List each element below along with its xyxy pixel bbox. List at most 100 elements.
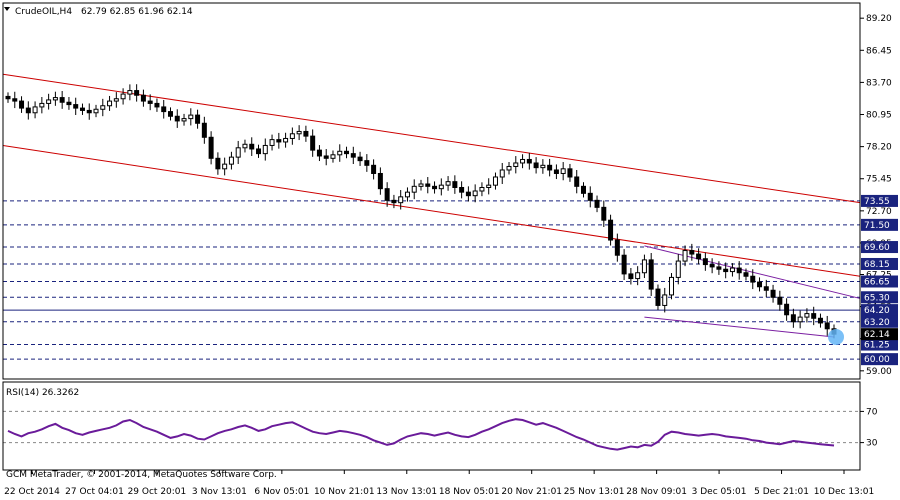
- candle-body: [587, 192, 593, 201]
- candle-body: [337, 150, 343, 156]
- candle-body: [486, 184, 492, 188]
- dropdown-arrow-icon[interactable]: [4, 7, 10, 11]
- candle-body: [249, 143, 255, 150]
- time-tick-label: 27 Oct 04:01: [65, 487, 124, 497]
- candle-body: [675, 260, 681, 278]
- candle-body: [520, 158, 526, 164]
- candle-body: [770, 289, 776, 298]
- level-label-bg: [861, 353, 898, 366]
- price-tick-label: 86.45: [866, 46, 892, 56]
- rsi-panel-frame: [2, 381, 861, 471]
- candle-body: [553, 169, 559, 174]
- candle-body: [100, 105, 106, 110]
- rsi-panel[interactable]: 70 30: [3, 407, 878, 451]
- candle-body: [256, 148, 262, 155]
- candle-body: [418, 183, 424, 187]
- candle-body: [140, 94, 146, 102]
- level-label-bg: [861, 315, 898, 328]
- candle-body: [560, 168, 566, 174]
- candle-body: [310, 135, 316, 151]
- candle-body: [526, 158, 532, 164]
- current-price-bg: [861, 328, 898, 341]
- candle-body: [594, 199, 600, 208]
- time-tick-label: 22 Oct 2014: [4, 487, 60, 497]
- candle-body: [201, 122, 207, 138]
- time-tick-label: 10 Dec 13:01: [814, 487, 875, 497]
- candle-body: [344, 150, 350, 155]
- level-label: 69.60: [864, 243, 890, 253]
- triangle-lower-line: [644, 316, 835, 338]
- candle-body: [465, 191, 471, 197]
- price-tick-label: 83.70: [866, 78, 892, 88]
- level-label: 61.25: [864, 341, 890, 351]
- candle-body: [357, 156, 363, 162]
- rsi-tick-label: 30: [866, 439, 878, 449]
- time-tick-label: 3 Nov 13:01: [192, 487, 247, 497]
- candle-body: [811, 313, 817, 319]
- candle-body: [777, 296, 783, 305]
- rsi-label: RSI(14) 26.3262: [6, 388, 79, 398]
- candle-body: [323, 155, 329, 159]
- price-tick-label: 78.20: [866, 143, 892, 153]
- candle-body: [750, 275, 756, 283]
- copyright-text: GCM MetaTrader, © 2001-2014, MetaQuotes …: [6, 470, 277, 480]
- candle-body: [12, 98, 18, 102]
- candle-body: [736, 267, 742, 274]
- candle-body: [580, 185, 586, 194]
- candle-body: [506, 165, 512, 171]
- candle-body: [757, 281, 763, 288]
- candle-body: [154, 102, 160, 108]
- candle-body: [242, 143, 248, 149]
- candle-body: [120, 93, 126, 100]
- candle-body: [127, 90, 133, 95]
- candle-body: [411, 185, 417, 193]
- time-tick-label: 3 Dec 05:01: [692, 487, 747, 497]
- candle-body: [648, 259, 654, 290]
- rsi-tick-label: 70: [866, 407, 878, 417]
- candle-body: [689, 250, 695, 255]
- candle-body: [404, 191, 410, 198]
- triangle-upper-line: [644, 245, 861, 299]
- candle-body: [479, 186, 485, 192]
- candle-body: [398, 196, 404, 204]
- candle-body: [438, 184, 444, 190]
- time-tick-label: 25 Nov 13:01: [564, 487, 625, 497]
- level-label-bg: [861, 241, 898, 254]
- candle-body: [790, 314, 796, 323]
- price-highlight-marker: [828, 328, 844, 345]
- candle-body: [377, 172, 383, 190]
- candle-body: [540, 164, 546, 169]
- candle-body: [743, 272, 749, 277]
- price-tick-label: 72.70: [866, 207, 892, 217]
- time-tick-label: 10 Nov 21:01: [314, 487, 375, 497]
- time-axis[interactable]: 22 Oct 2014 27 Oct 04:01 29 Oct 20:01 3 Nov…: [4, 470, 874, 497]
- candle-body: [73, 104, 79, 109]
- level-label-bg: [861, 338, 898, 351]
- candle-body: [614, 239, 620, 256]
- price-tick-label: 59.00: [866, 367, 892, 377]
- candle-body: [824, 322, 830, 330]
- price-tick-label: 80.95: [866, 111, 892, 121]
- level-label-bg: [861, 218, 898, 231]
- time-tick-label: 13 Nov 13:01: [376, 487, 437, 497]
- candle-body: [161, 106, 167, 113]
- candle-body: [804, 313, 810, 318]
- candle-body: [472, 190, 478, 197]
- candle-body: [113, 98, 119, 102]
- candle-body: [25, 107, 31, 114]
- candle-body: [635, 272, 641, 280]
- level-label: 60.00: [864, 355, 890, 365]
- level-label: 66.65: [864, 277, 890, 287]
- candle-body: [208, 136, 214, 159]
- level-label-bg: [861, 291, 898, 304]
- candle-body: [432, 185, 438, 190]
- candle-body: [19, 100, 25, 109]
- candle-body: [655, 288, 661, 306]
- candle-body: [533, 162, 539, 169]
- candle-body: [763, 286, 769, 291]
- price-panel[interactable]: [2, 73, 861, 360]
- candle-body: [574, 176, 580, 187]
- candle-body: [5, 95, 11, 100]
- channel-lower-line: [2, 144, 861, 277]
